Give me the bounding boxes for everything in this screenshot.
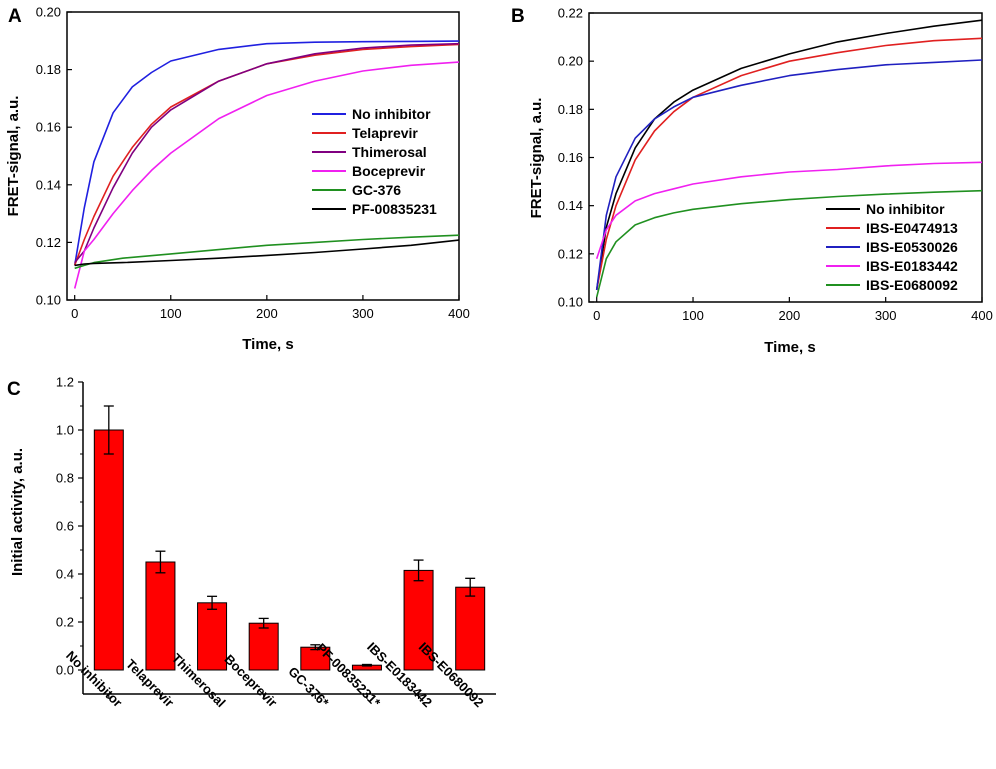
panel-b-series-line <box>595 19 983 291</box>
panel-b-ytick-label: 0.16 <box>558 150 583 165</box>
panel-a-xlabel: Time, s <box>242 336 293 353</box>
panel-b-xtick-label: 100 <box>682 308 704 323</box>
panel-b-series-line <box>595 59 983 291</box>
panel-b-series-line <box>595 161 983 259</box>
panel-b-ytick-label: 0.10 <box>558 295 583 310</box>
panel-a-ylabel: FRET-signal, a.u. <box>5 96 22 217</box>
panel-a-legend-label: Thimerosal <box>352 144 427 160</box>
panel-a-legend-label: No inhibitor <box>352 106 431 122</box>
panel-a: A FRET-signal, a.u. Time, s 0.10 0.12 0.14… <box>5 5 470 354</box>
panel-a-legend-label: PF-00835231 <box>352 201 437 217</box>
panel-a-xtick-label: 100 <box>160 306 182 321</box>
panel-b-legend-label: No inhibitor <box>866 201 945 217</box>
panel-a-xtick-label: 200 <box>256 306 278 321</box>
panel-b-ytick-label: 0.18 <box>558 102 583 117</box>
panel-b-legend-label: IBS-E0530026 <box>866 239 958 255</box>
panel-b-xtick-label: 300 <box>875 308 897 323</box>
panel-c-ytick-label: 1.0 <box>56 423 74 438</box>
panel-b-xtick-label: 400 <box>971 308 993 323</box>
panel-a-xtick-label: 400 <box>448 306 470 321</box>
panel-a-legend-label: Telaprevir <box>352 125 418 141</box>
panel-c-ytick-label: 0.8 <box>56 471 74 486</box>
panel-c-ytick-label: 1.2 <box>56 375 74 390</box>
panel-c-bar <box>93 429 124 671</box>
panel-c-bar <box>197 602 228 671</box>
panel-c-bar <box>455 586 486 671</box>
panel-c: C Initial activity, a.u. 0.0 0.2 0.4 0.6 0.8… <box>7 375 496 711</box>
panel-label-a: A <box>8 6 22 27</box>
panel-c-ytick-label: 0.4 <box>56 567 74 582</box>
panel-c-ytick-label: 0.2 <box>56 615 74 630</box>
panel-a-ytick-label: 0.18 <box>36 62 61 77</box>
panel-b-ytick-label: 0.14 <box>558 198 583 213</box>
panel-a-series-line <box>74 42 460 264</box>
panel-a-plot-frame <box>66 11 460 301</box>
panel-a-xtick-label: 300 <box>352 306 374 321</box>
panel-a-series-line <box>73 61 460 289</box>
panel-a-ytick-label: 0.20 <box>36 5 61 20</box>
panel-b-series-line <box>595 189 983 298</box>
panel-a-series-line <box>73 43 460 266</box>
panel-a-ytick-label: 0.16 <box>36 120 61 135</box>
panel-a-ytick-label: 0.12 <box>36 235 61 250</box>
panel-b: B FRET-signal, a.u. Time, s 0.10 0.12 0.14… <box>511 6 993 357</box>
panel-a-ytick-label: 0.10 <box>36 293 61 308</box>
panel-label-b: B <box>511 6 525 27</box>
panel-a-xtick-label: 0 <box>71 306 78 321</box>
panel-b-legend-label: IBS-E0183442 <box>866 258 958 274</box>
panel-b-legend-label: IBS-E0680092 <box>866 277 958 293</box>
panel-c-category-label: GC-376* <box>285 664 332 711</box>
panel-c-bar <box>145 561 176 671</box>
panel-a-ytick-label: 0.14 <box>36 177 61 192</box>
panel-a-legend-label: Boceprevir <box>352 163 426 179</box>
panel-b-ytick-label: 0.12 <box>558 246 583 261</box>
panel-label-c: C <box>7 379 21 400</box>
panel-b-xlabel: Time, s <box>764 339 815 356</box>
panel-a-series-line <box>74 234 460 270</box>
panel-b-xtick-label: 0 <box>593 308 600 323</box>
panel-c-bar <box>248 622 279 671</box>
panel-b-legend-label: IBS-E0474913 <box>866 220 958 236</box>
panel-b-ytick-label: 0.20 <box>558 54 583 69</box>
panel-a-series-line <box>74 239 460 267</box>
panel-a-legend-label: GC-376 <box>352 182 401 198</box>
panel-b-xtick-label: 200 <box>779 308 801 323</box>
panel-c-ytick-label: 0.6 <box>56 519 74 534</box>
panel-b-ylabel: FRET-signal, a.u. <box>528 98 545 219</box>
panel-c-ytick-label: 0.0 <box>56 663 74 678</box>
panel-c-ylabel: Initial activity, a.u. <box>9 448 26 576</box>
panel-b-ytick-label: 0.22 <box>558 6 583 21</box>
panel-a-series-line <box>73 40 460 266</box>
